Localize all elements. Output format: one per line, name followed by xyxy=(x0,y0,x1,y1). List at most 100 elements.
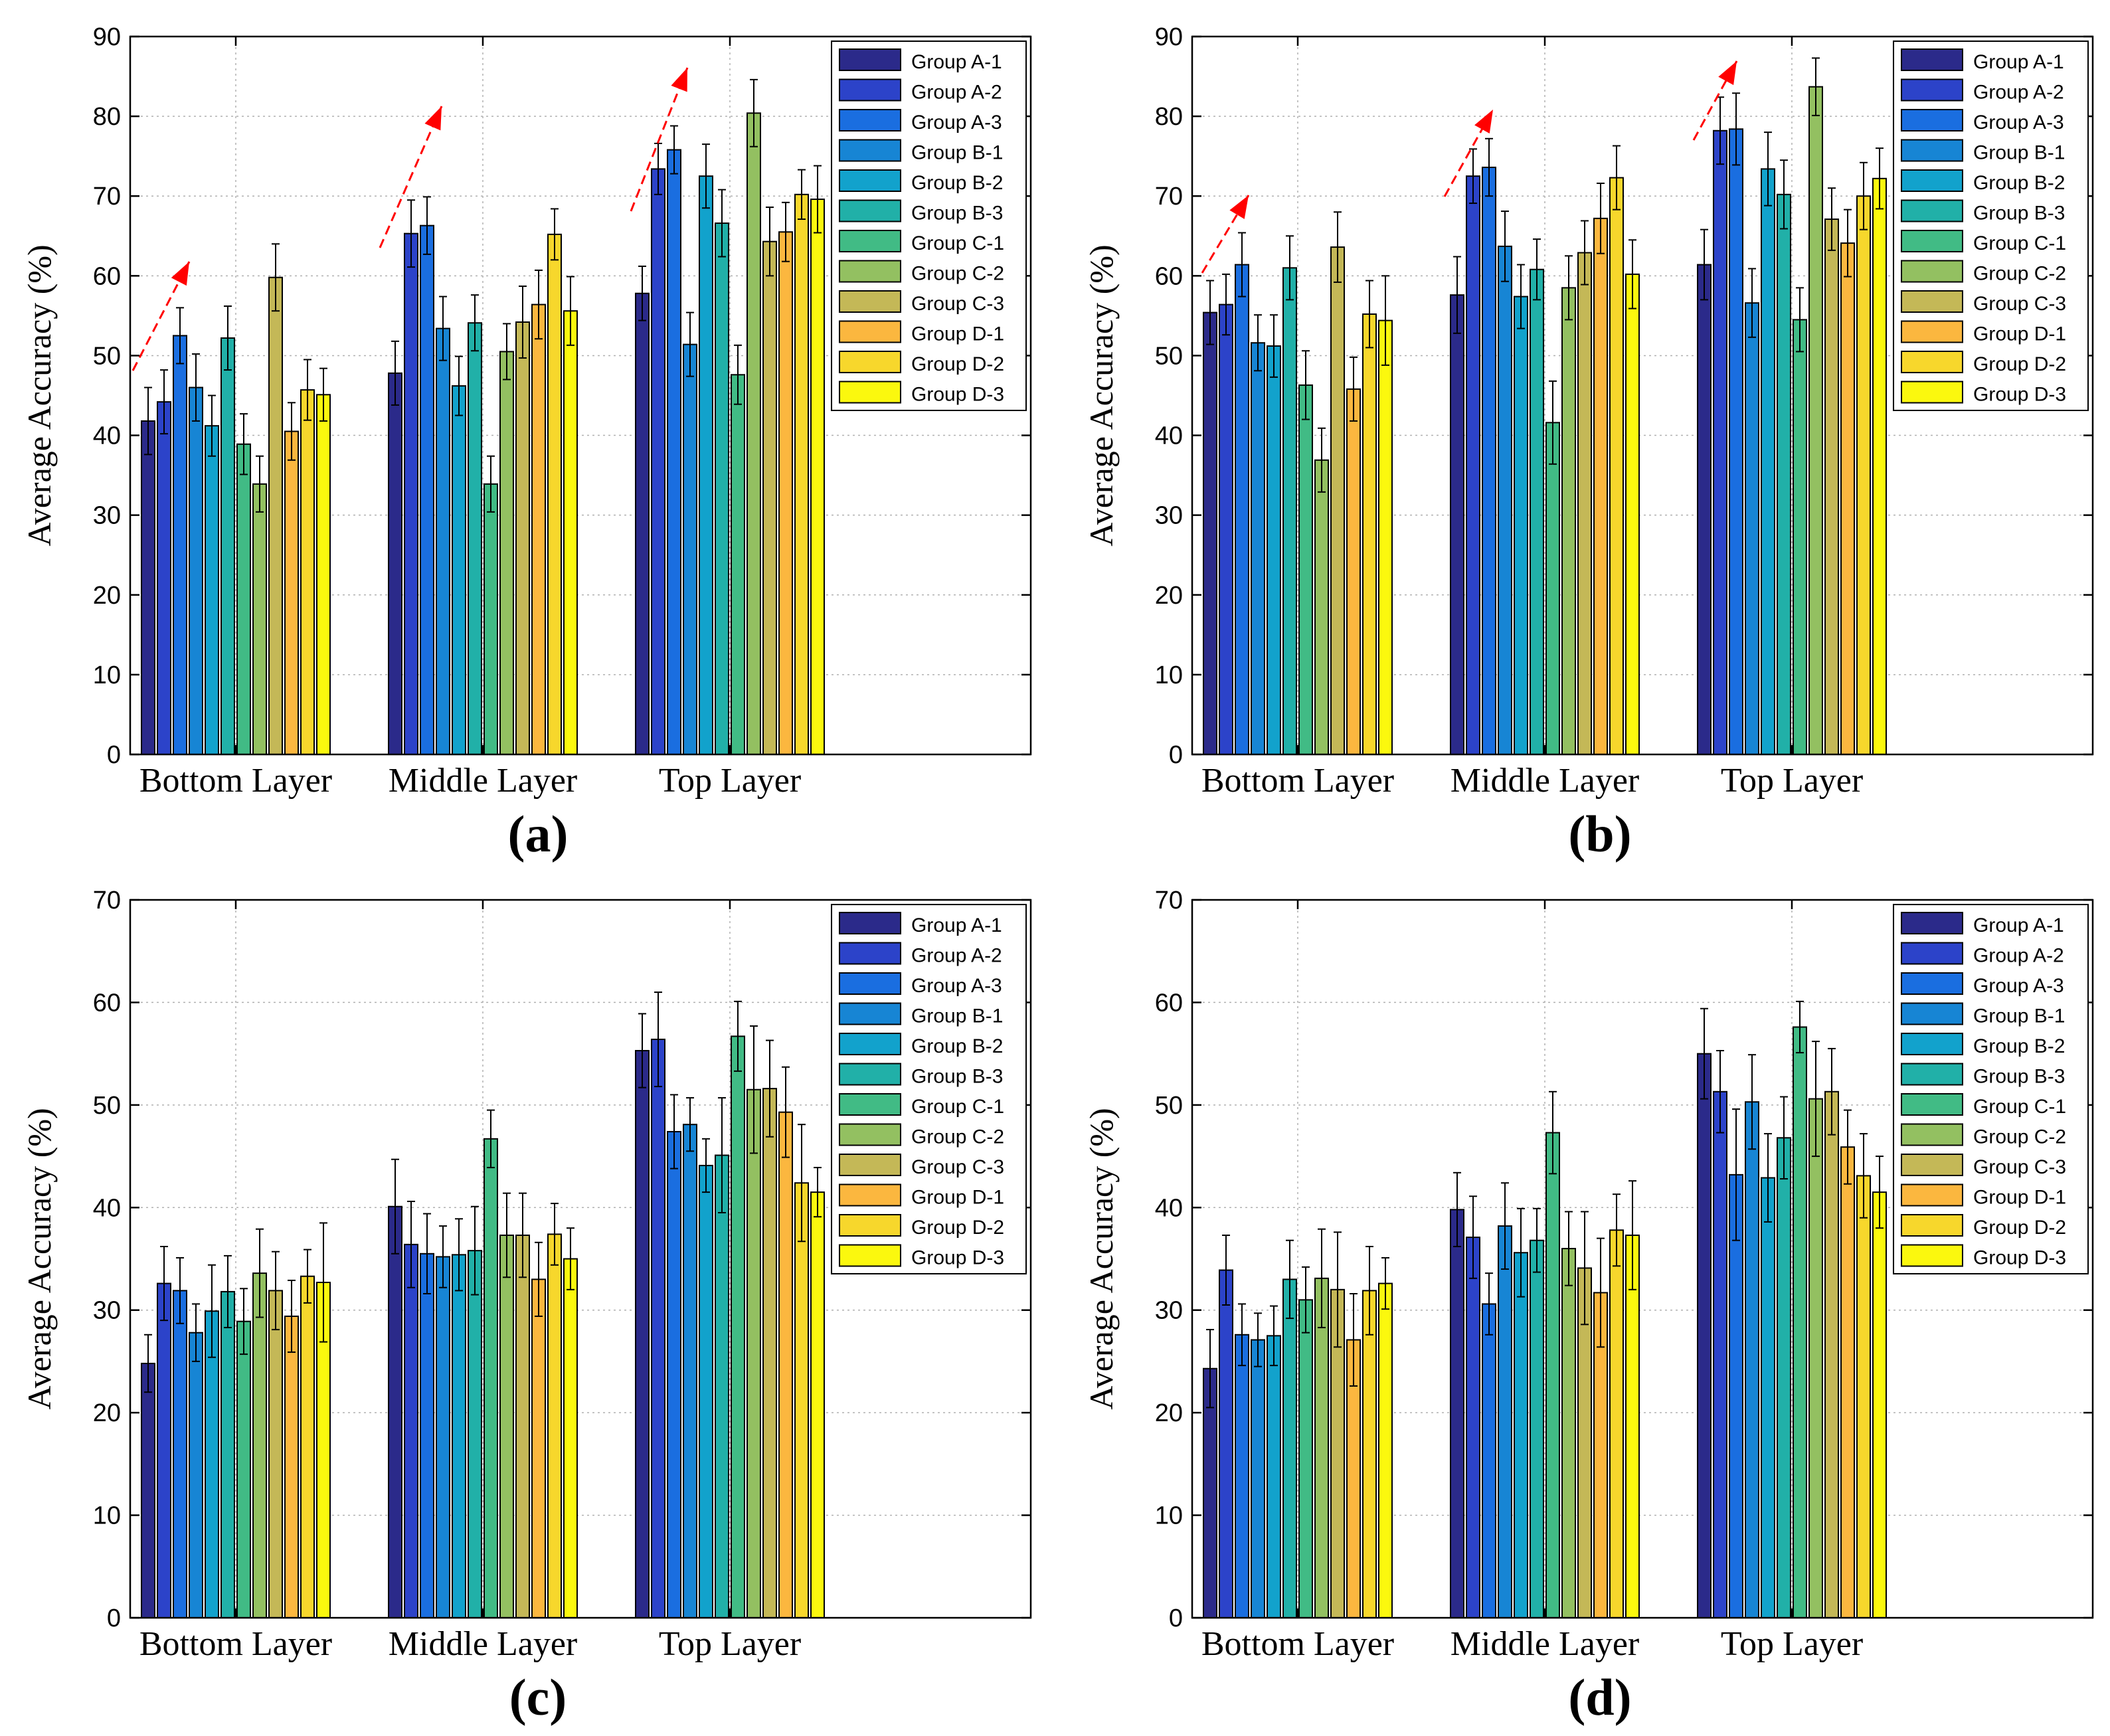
legend-swatch xyxy=(839,972,901,995)
legend-entry-label: Group C-1 xyxy=(1973,1096,2066,1118)
bar-bottom-layer-group-c-1 xyxy=(236,1320,251,1618)
y-axis-label: Average Accuracy (%) xyxy=(21,244,58,546)
legend-swatch xyxy=(839,942,901,965)
bar-bottom-layer-group-a-2 xyxy=(157,1282,171,1618)
legend-entry-label: Group D-1 xyxy=(1973,323,2066,345)
plot-frame xyxy=(129,899,1032,1619)
y-tick-label: 10 xyxy=(93,661,121,689)
bar-middle-layer-group-c-3 xyxy=(515,321,530,755)
y-tick-label: 70 xyxy=(1155,887,1183,914)
legend-box xyxy=(1893,904,2089,1274)
legend-entry-label: Group B-3 xyxy=(911,1066,1003,1088)
trend-arrow-head xyxy=(1718,61,1737,86)
legend-swatch xyxy=(1901,1093,1963,1116)
legend-swatch xyxy=(839,381,901,404)
legend-entry-label: Group C-3 xyxy=(911,1156,1004,1178)
bar-middle-layer-group-a-2 xyxy=(404,1243,418,1618)
legend-entry-label: Group C-3 xyxy=(911,293,1004,315)
x-category-label: Middle Layer xyxy=(389,1625,577,1663)
legend-swatch xyxy=(839,199,901,222)
legend-swatch xyxy=(1901,381,1963,404)
bar-bottom-layer-group-b-2 xyxy=(1267,345,1281,755)
bar-top-layer-group-b-3 xyxy=(1777,1137,1791,1618)
bar-bottom-layer-group-b-1 xyxy=(1251,342,1265,755)
y-tick-label: 10 xyxy=(93,1502,121,1530)
legend-entry-label: Group B-2 xyxy=(911,1035,1003,1057)
legend-swatch xyxy=(1901,1154,1963,1176)
y-tick-label: 10 xyxy=(1155,1502,1183,1530)
bar-middle-layer-group-a-1 xyxy=(388,372,402,755)
legend-entry-label: Group D-2 xyxy=(1973,353,2066,375)
bar-top-layer-group-b-1 xyxy=(1745,302,1759,756)
legend-swatch xyxy=(839,1033,901,1055)
bar-top-layer-group-c-1 xyxy=(731,374,745,755)
legend-entry-label: Group B-3 xyxy=(911,203,1003,224)
bar-middle-layer-group-c-3 xyxy=(515,1234,530,1618)
chart-panel-4: 0 10 20 30 40 50 60 70 Bottom Layer Middle Layer T… xyxy=(1083,887,2094,1726)
bar-top-layer-group-d-2 xyxy=(1856,1175,1871,1618)
legend-entry-label: Group D-3 xyxy=(911,1247,1004,1269)
legend-swatch xyxy=(1901,320,1963,343)
legend-swatch xyxy=(839,169,901,192)
bar-top-layer-group-c-2 xyxy=(747,1088,761,1618)
legend-swatch xyxy=(1901,351,1963,373)
legend-swatch xyxy=(839,1063,901,1086)
bar-top-layer-group-b-2 xyxy=(699,1164,713,1618)
y-tick-label: 0 xyxy=(1169,741,1183,769)
bar-bottom-layer-group-a-3 xyxy=(1235,264,1249,756)
bar-middle-layer-group-d-3 xyxy=(1625,1234,1640,1618)
bar-middle-layer-group-a-3 xyxy=(1482,1303,1496,1619)
bar-top-layer-group-c-3 xyxy=(1824,1090,1839,1618)
bar-middle-layer-group-b-2 xyxy=(452,385,466,755)
legend-swatch xyxy=(839,351,901,373)
legend-entry-label: Group C-1 xyxy=(1973,232,2066,254)
legend: Group A-1 Group A-2 Group A-3 Group B-1 Grou… xyxy=(831,904,1027,1274)
bar-bottom-layer-group-d-1 xyxy=(1346,388,1361,755)
bar-top-layer-group-d-2 xyxy=(794,1182,809,1619)
legend-entry-label: Group B-1 xyxy=(911,1005,1003,1027)
bar-middle-layer-group-b-3 xyxy=(1530,1239,1544,1618)
legend-box xyxy=(831,41,1027,411)
y-tick-label: 70 xyxy=(93,183,121,211)
bar-top-layer-group-b-3 xyxy=(1777,193,1791,755)
bar-middle-layer-group-b-2 xyxy=(1514,1252,1528,1618)
legend-entry-label: Group A-1 xyxy=(1973,914,2064,936)
bar-middle-layer-group-d-1 xyxy=(1593,217,1608,755)
legend-swatch xyxy=(1901,109,1963,131)
legend-swatch xyxy=(839,1244,901,1267)
bar-middle-layer-group-d-1 xyxy=(531,304,546,756)
trend-arrow-line xyxy=(630,67,689,212)
legend-swatch xyxy=(1901,260,1963,283)
bar-middle-layer-group-a-2 xyxy=(1466,175,1480,755)
bar-middle-layer-group-a-1 xyxy=(1450,1209,1464,1618)
legend-entry-label: Group B-1 xyxy=(1973,142,2065,164)
legend-entry-label: Group D-3 xyxy=(911,384,1004,406)
bar-top-layer-group-a-1 xyxy=(635,292,650,756)
legend-entry-label: Group B-2 xyxy=(911,172,1003,194)
legend-swatch xyxy=(839,1183,901,1207)
y-tick-label: 30 xyxy=(93,502,121,530)
x-category-label: Bottom Layer xyxy=(139,762,332,800)
legend-swatch xyxy=(839,1214,901,1237)
x-category-label: Bottom Layer xyxy=(1201,1625,1394,1663)
bar-middle-layer-group-c-1 xyxy=(484,483,498,755)
bar-middle-layer-group-c-1 xyxy=(1545,422,1560,755)
bar-top-layer-group-a-1 xyxy=(1697,264,1712,756)
bar-middle-layer-group-c-2 xyxy=(499,1234,514,1618)
y-tick-label: 90 xyxy=(93,23,121,51)
legend-entry-label: Group A-1 xyxy=(911,51,1002,73)
legend-entry-label: Group A-2 xyxy=(1973,945,2064,967)
bar-top-layer-group-c-3 xyxy=(762,240,777,755)
bar-middle-layer-group-c-1 xyxy=(1545,1132,1560,1618)
bar-middle-layer-group-d-3 xyxy=(563,310,578,755)
bar-top-layer-group-d-3 xyxy=(1872,1191,1887,1619)
x-category-label: Bottom Layer xyxy=(1201,762,1394,800)
legend-swatch xyxy=(839,260,901,283)
bar-bottom-layer-group-a-2 xyxy=(1219,304,1233,756)
bar-bottom-layer-group-b-3 xyxy=(1282,267,1297,756)
legend-entry-label: Group C-2 xyxy=(1973,1126,2066,1148)
bar-top-layer-group-b-3 xyxy=(715,222,729,755)
legend-entry-label: Group A-2 xyxy=(1973,82,2064,104)
trend-arrow-line xyxy=(132,261,191,371)
y-tick-label: 40 xyxy=(1155,422,1183,450)
